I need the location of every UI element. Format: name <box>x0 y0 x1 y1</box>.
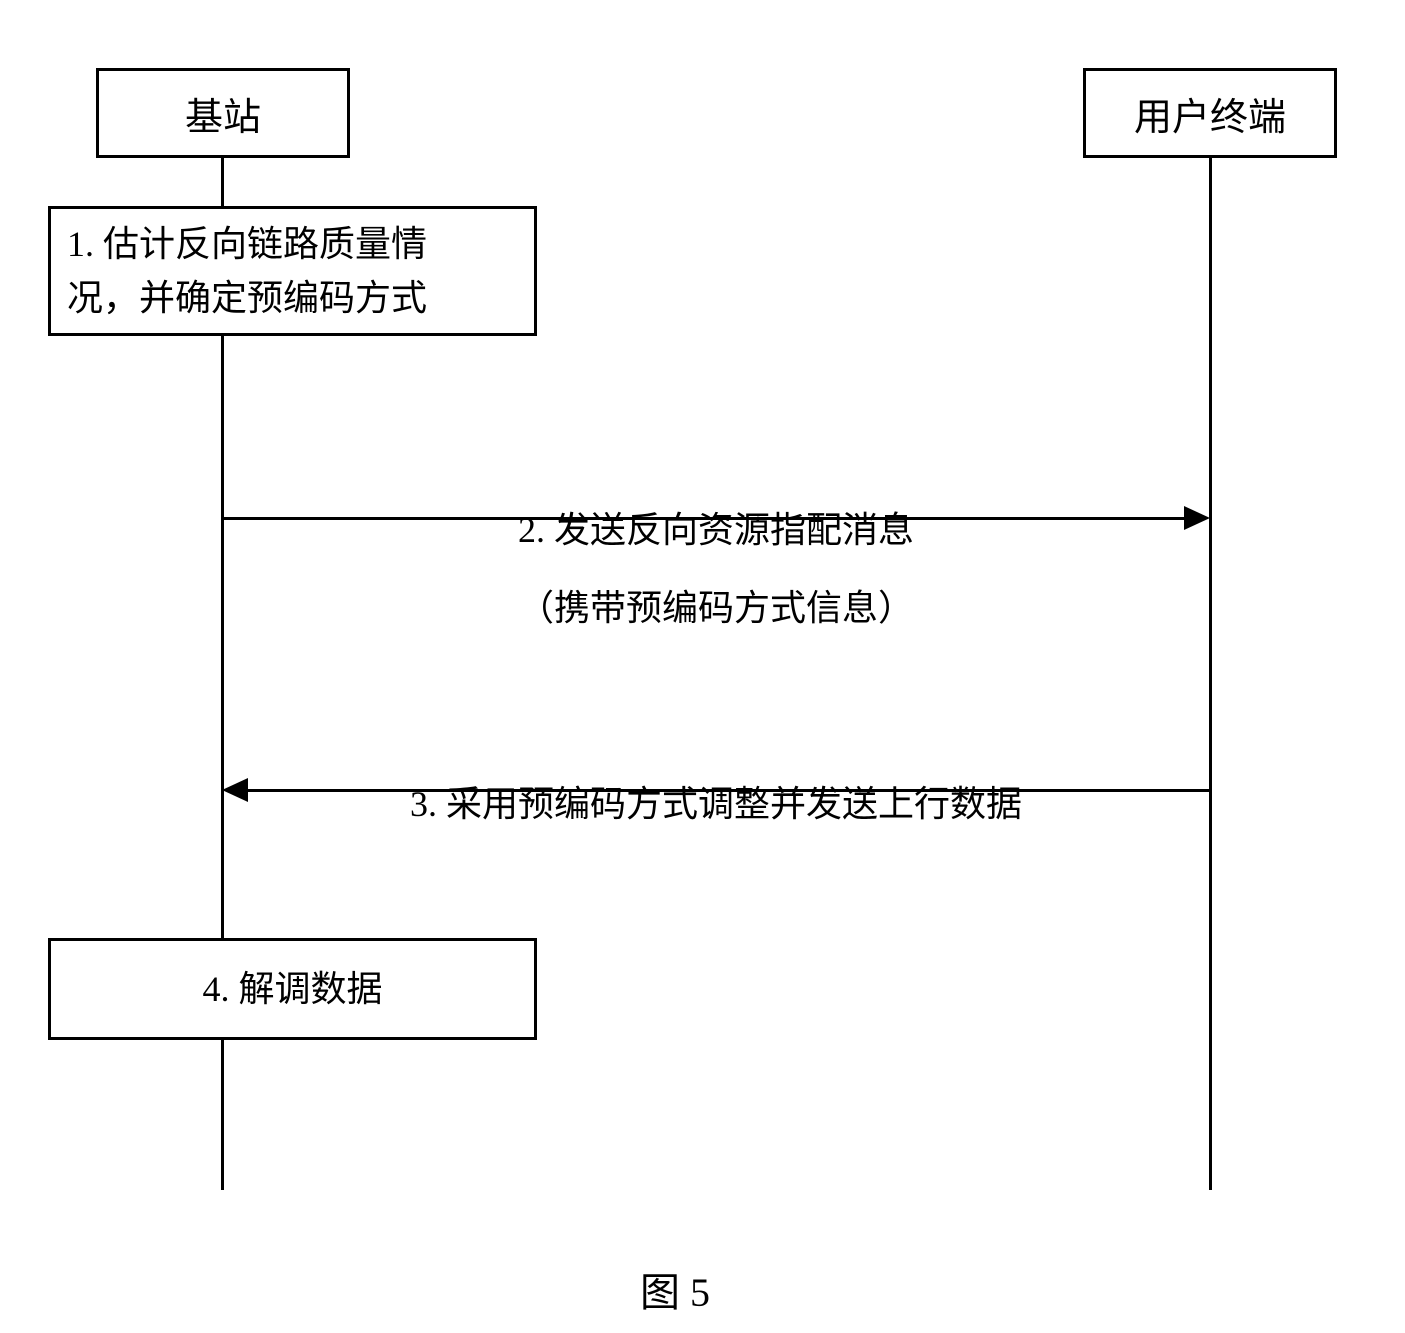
step-2-label-below: （携带预编码方式信息） <box>223 530 1209 634</box>
participant-user-terminal: 用户终端 <box>1083 68 1337 158</box>
lifeline-ue <box>1209 158 1212 1190</box>
step-2-label-below-text: （携带预编码方式信息） <box>518 588 914 628</box>
lifeline-base <box>221 336 224 938</box>
participant-base-station: 基站 <box>96 68 350 158</box>
sequence-diagram: 基站 用户终端 1. 估计反向链路质量情 况，并确定预编码方式 2. 发送反向资… <box>0 0 1405 1333</box>
step-4-box: 4. 解调数据 <box>48 938 537 1040</box>
step-4-text: 4. 解调数据 <box>202 962 382 1016</box>
step-3-arrow <box>246 789 1211 792</box>
figure-caption: 图 5 <box>640 1260 710 1318</box>
step-3-arrow-head <box>222 778 248 802</box>
step-1-text: 1. 估计反向链路质量情 况，并确定预编码方式 <box>67 217 427 325</box>
lifeline-base <box>221 1040 224 1190</box>
participant-ue-label: 用户终端 <box>1134 86 1286 141</box>
step-2-arrow <box>224 517 1188 520</box>
step-2-arrow-head <box>1184 506 1210 530</box>
lifeline-base <box>221 158 224 206</box>
step-3-label: 3. 采用预编码方式调整并发送上行数据 <box>223 726 1209 830</box>
step-1-box: 1. 估计反向链路质量情 况，并确定预编码方式 <box>48 206 537 336</box>
participant-base-label: 基站 <box>185 86 261 141</box>
caption-text: 图 5 <box>640 1270 710 1315</box>
